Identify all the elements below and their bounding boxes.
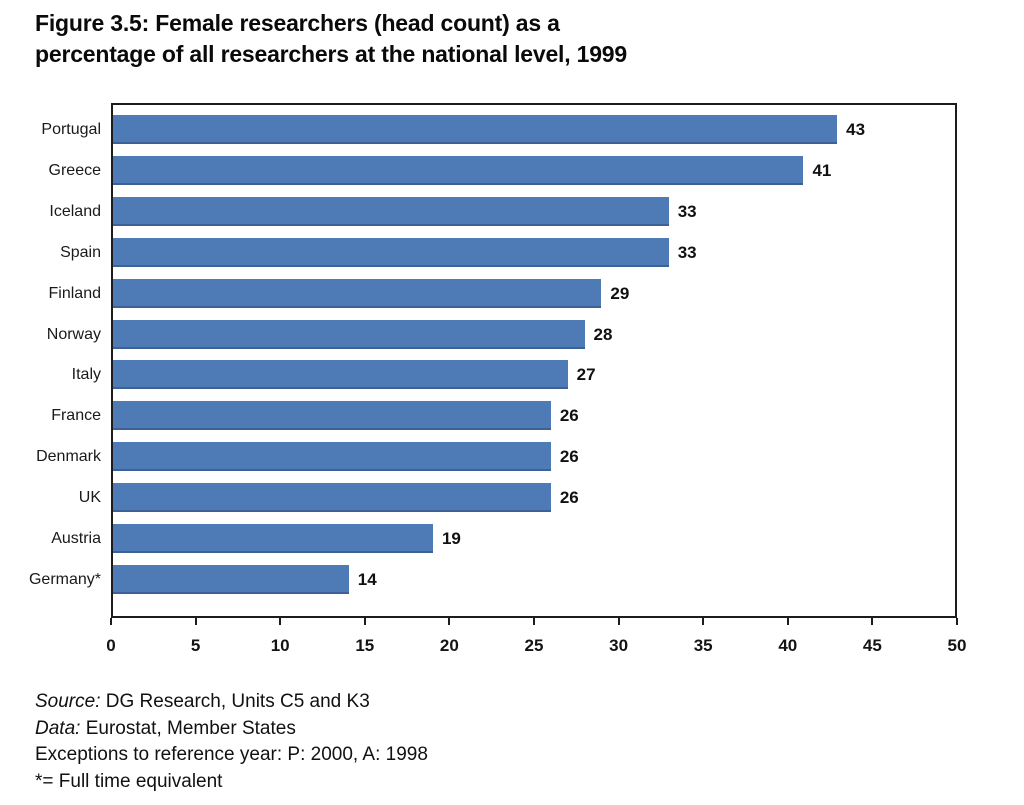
bar [113, 442, 551, 472]
value-label: 33 [677, 242, 697, 262]
bar-row: Portugal 43 [41, 115, 955, 144]
value-label: 14 [357, 569, 377, 589]
bar-row: Italy 27 [72, 360, 955, 390]
value-label: 26 [559, 447, 579, 467]
bar-row: Germany* 14 [29, 564, 955, 594]
category-label: Norway [46, 325, 101, 343]
source-text: DG Research, Units C5 and K3 [100, 691, 370, 712]
category-label: Germany* [28, 570, 101, 588]
data-text: Eurostat, Member States [80, 717, 296, 739]
value-label: 19 [441, 529, 461, 548]
x-axis-tick [448, 618, 451, 625]
figure-title: Figure 3.5: Female researchers (head cou… [35, 8, 795, 70]
source-line: Source: DG Research, Units C5 and K3 [35, 689, 428, 716]
footer-notes: Source: DG Research, Units C5 and K3 Dat… [35, 689, 428, 795]
category-label: France [51, 407, 101, 425]
bar [113, 564, 349, 594]
fte-note-line: *= Full time equivalent [35, 770, 223, 792]
x-axis-tick-label: 40 [778, 636, 798, 655]
x-axis-tick [786, 618, 789, 625]
bar-row: Iceland 33 [49, 196, 955, 226]
category-label: Italy [71, 366, 101, 384]
x-axis-tick [363, 618, 366, 625]
data-line: Data: Eurostat, Member States [35, 716, 428, 743]
category-label: Austria [51, 530, 101, 547]
x-axis-tick-label: 20 [439, 636, 459, 655]
x-axis-tick-label: 5 [190, 636, 201, 655]
bar-row: Austria 19 [51, 524, 955, 553]
category-label: Iceland [49, 202, 101, 220]
category-label: Portugal [41, 121, 101, 138]
figure-title-line-1: Figure 3.5: Female researchers (head cou… [35, 10, 560, 36]
value-label: 28 [593, 324, 613, 344]
value-label: 26 [559, 406, 579, 426]
bar [113, 196, 669, 226]
bar-row: Greece 41 [49, 155, 955, 185]
x-axis-tick-label: 30 [609, 636, 629, 655]
x-axis: 0 5 10 15 20 25 30 35 40 45 50 [106, 618, 966, 673]
bar [113, 360, 568, 390]
bar-row: Denmark 26 [36, 442, 955, 472]
value-label: 29 [610, 283, 630, 303]
bar [113, 483, 551, 513]
x-axis-tick [279, 618, 282, 625]
x-axis-tick-label: 50 [947, 636, 967, 655]
bar-row: Finland 29 [49, 278, 955, 308]
x-axis-tick-label: 0 [106, 636, 116, 655]
bar [113, 319, 585, 349]
x-axis-tick-label: 15 [355, 636, 375, 655]
bar-row: France 26 [51, 401, 955, 431]
value-label: 26 [559, 488, 579, 508]
bar [113, 155, 804, 185]
source-label: Source: [35, 691, 101, 712]
x-axis-tick [956, 618, 958, 625]
value-label: 41 [812, 160, 832, 180]
bar-chart-plot-area: Portugal 43 Greece 41 Iceland 33 Spain 33 Finlan… [29, 103, 957, 618]
category-label: UK [78, 489, 101, 507]
value-label: 27 [576, 365, 596, 385]
x-axis-tick-label: 10 [270, 636, 290, 655]
category-label: Denmark [36, 448, 101, 466]
category-label: Greece [48, 161, 101, 179]
bar [113, 401, 551, 431]
x-axis-tick [194, 618, 197, 625]
bar-row: UK 26 [79, 483, 955, 513]
category-label: Finland [48, 284, 101, 302]
x-axis-tick [617, 618, 620, 625]
x-axis-tick-label: 25 [524, 636, 544, 655]
bar [113, 237, 669, 267]
x-axis-tick-label: 45 [862, 636, 882, 655]
value-label: 33 [677, 201, 697, 221]
bar [113, 278, 602, 308]
bar [113, 115, 838, 144]
category-label: Spain [60, 243, 101, 261]
x-axis-tick [702, 618, 705, 625]
bar-row: Spain 33 [60, 237, 955, 267]
figure-title-line-2: percentage of all researchers at the nat… [35, 41, 627, 67]
x-axis-tick [110, 618, 112, 625]
data-label: Data: [35, 717, 81, 739]
value-label: 43 [846, 120, 866, 139]
exceptions-line: Exceptions to reference year: P: 2000, A… [35, 744, 428, 765]
bar [113, 524, 433, 553]
x-axis-tick [871, 618, 874, 625]
x-axis-tick [533, 618, 535, 625]
bar-row: Norway 28 [47, 319, 955, 349]
x-axis-tick-label: 35 [693, 636, 713, 655]
